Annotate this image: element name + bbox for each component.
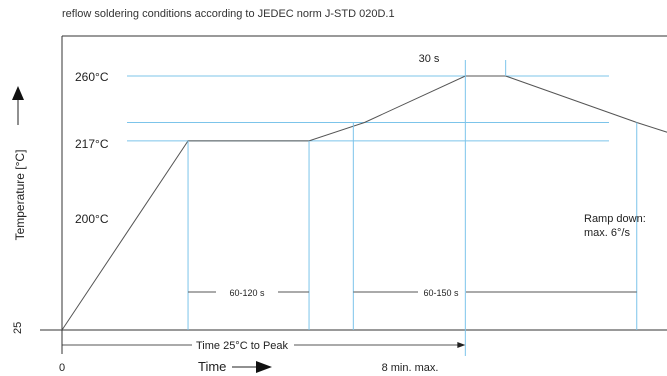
vertical-guides [187, 60, 638, 356]
chart-title: reflow soldering conditions according to… [62, 8, 395, 20]
y-axis-label: Temperature [°C] [13, 150, 27, 241]
y-axis-arrow-head [12, 86, 24, 100]
reference-lines [127, 75, 609, 142]
y-label-260: 260°C [75, 70, 109, 84]
peak-hold-label: 30 s [419, 53, 440, 65]
soak-label: 60-120 s [229, 288, 265, 298]
y-label-25: 25 [12, 322, 24, 334]
temperature-profile-line [61, 75, 667, 331]
ramp-down-label-2: max. 6°/s [584, 227, 630, 239]
time-to-peak-arrowhead [457, 342, 466, 348]
liquidus-label: 60-150 s [423, 288, 459, 298]
y-label-217: 217°C [75, 137, 109, 151]
x-label-end: 8 min. max. [382, 362, 439, 374]
x-axis-arrow-head [256, 361, 272, 373]
x-axis-label: Time [198, 359, 226, 374]
ramp-down-label-1: Ramp down: [584, 213, 646, 225]
time-to-peak-label: Time 25°C to Peak [196, 340, 289, 352]
dimension-lines [61, 291, 637, 354]
y-label-200: 200°C [75, 212, 109, 226]
x-label-start: 0 [59, 362, 65, 374]
